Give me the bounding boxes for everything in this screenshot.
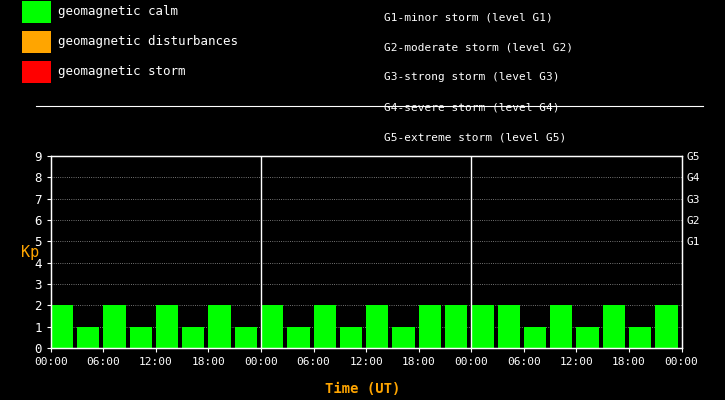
Text: G5-extreme storm (level G5): G5-extreme storm (level G5) <box>384 132 566 142</box>
Text: G1-minor storm (level G1): G1-minor storm (level G1) <box>384 12 553 22</box>
Bar <box>77 327 99 348</box>
Bar <box>418 305 441 348</box>
Bar <box>182 327 204 348</box>
Text: G2-moderate storm (level G2): G2-moderate storm (level G2) <box>384 42 573 52</box>
Bar <box>287 327 310 348</box>
Bar <box>103 305 125 348</box>
Bar <box>130 327 152 348</box>
Bar <box>261 305 283 348</box>
Bar <box>523 327 546 348</box>
Bar <box>366 305 389 348</box>
Text: G3-strong storm (level G3): G3-strong storm (level G3) <box>384 72 560 82</box>
Bar <box>445 305 468 348</box>
Y-axis label: Kp: Kp <box>21 244 39 260</box>
Bar <box>235 327 257 348</box>
Bar <box>392 327 415 348</box>
Bar <box>340 327 362 348</box>
Bar <box>655 305 678 348</box>
Bar <box>497 305 520 348</box>
Bar <box>51 305 73 348</box>
Bar <box>602 305 625 348</box>
Bar <box>209 305 231 348</box>
Text: Time (UT): Time (UT) <box>325 382 400 396</box>
Bar <box>576 327 599 348</box>
Text: geomagnetic storm: geomagnetic storm <box>58 66 186 78</box>
Bar <box>550 305 573 348</box>
Bar <box>313 305 336 348</box>
Bar <box>471 305 494 348</box>
Text: geomagnetic calm: geomagnetic calm <box>58 6 178 18</box>
Bar <box>629 327 651 348</box>
Bar <box>156 305 178 348</box>
Text: G4-severe storm (level G4): G4-severe storm (level G4) <box>384 102 560 112</box>
Text: geomagnetic disturbances: geomagnetic disturbances <box>58 36 238 48</box>
